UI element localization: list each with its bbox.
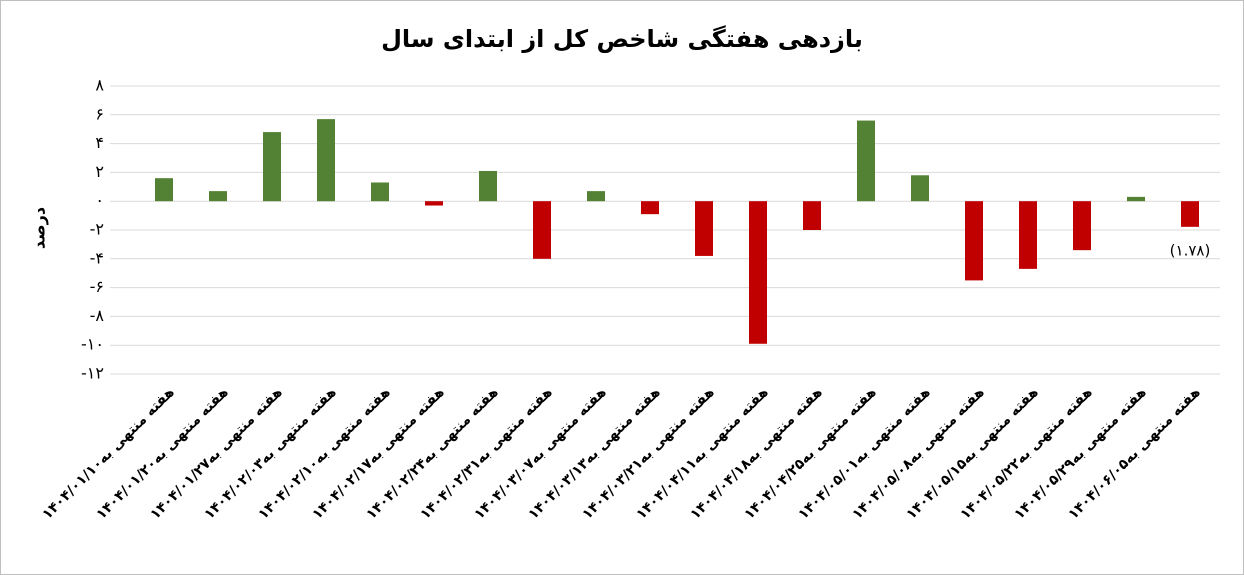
bar — [371, 182, 389, 202]
bar — [695, 201, 713, 256]
bar — [911, 175, 929, 202]
bar — [1019, 201, 1037, 269]
y-tick-label: ۲ — [95, 162, 104, 181]
bar — [209, 191, 227, 202]
bar — [479, 170, 497, 202]
y-tick-label: ۸ — [95, 76, 104, 95]
y-tick-label: -۱۰ — [81, 335, 104, 354]
chart-title: بازدهی هفتگی شاخص کل از ابتدای سال — [381, 25, 863, 53]
bar — [749, 201, 767, 344]
bar — [1181, 201, 1199, 227]
bar — [587, 191, 605, 202]
bar — [803, 201, 821, 230]
data-label: (۱.۷۸) — [1170, 241, 1211, 259]
y-tick-label: -۸ — [90, 306, 105, 325]
bar — [425, 201, 443, 206]
y-axis-label: درصد — [30, 207, 49, 249]
bar — [317, 119, 335, 202]
y-tick-label: -۶ — [90, 277, 104, 296]
bar — [1127, 196, 1145, 202]
y-tick-label: ۰ — [95, 191, 104, 210]
bar — [1073, 201, 1091, 251]
y-tick-label: -۲ — [90, 220, 104, 239]
bar — [965, 201, 983, 281]
bar — [857, 120, 875, 202]
bar — [263, 132, 281, 202]
bar — [155, 178, 173, 202]
y-tick-label: ۴ — [95, 133, 104, 152]
y-tick-label: ۶ — [95, 104, 104, 123]
y-tick-label: -۱۲ — [81, 364, 104, 383]
bar — [533, 201, 551, 259]
y-tick-label: -۴ — [90, 248, 104, 267]
bar — [641, 201, 659, 215]
